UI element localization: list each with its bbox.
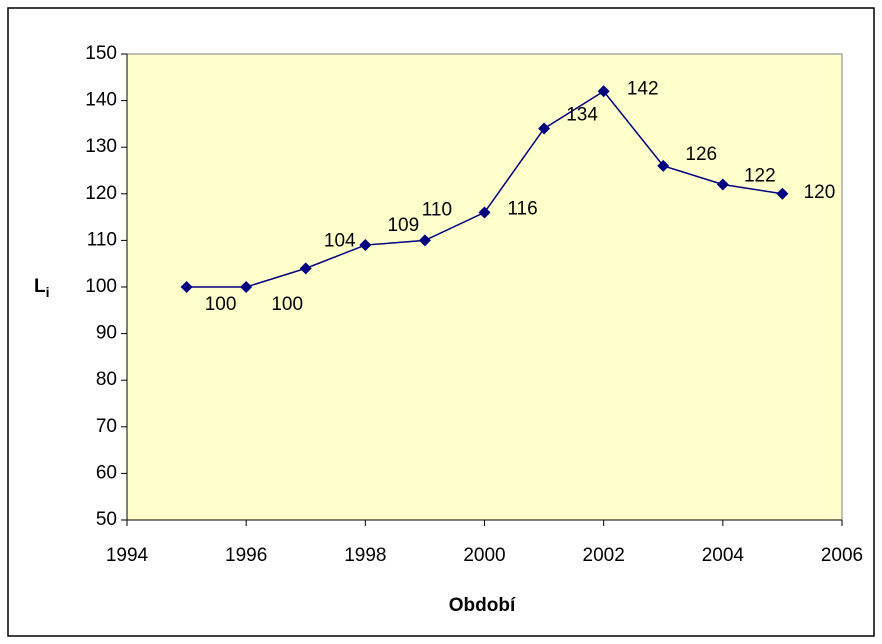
marker [478, 206, 491, 219]
x-tick-label: 1994 [106, 545, 149, 566]
y-tick-label: 90 [96, 323, 117, 344]
y-tick-label: 140 [85, 90, 117, 111]
y-tick-label: 70 [96, 416, 117, 437]
y-tick-label: 150 [85, 43, 117, 64]
data-label: 134 [566, 105, 598, 126]
marker [240, 281, 253, 293]
marker [180, 281, 193, 293]
marker [657, 159, 670, 172]
x-tick-label: 1996 [225, 545, 267, 566]
marker [418, 234, 431, 247]
x-tick-label: 1998 [344, 545, 386, 566]
marker [597, 85, 610, 98]
data-label: 104 [324, 230, 356, 251]
x-tick-label: 2006 [821, 545, 863, 566]
marker [538, 122, 551, 135]
y-tick-label: 50 [96, 509, 117, 530]
marker [776, 187, 789, 200]
data-label: 110 [422, 199, 452, 220]
y-tick-label: 110 [87, 229, 117, 250]
data-label: 100 [205, 294, 237, 315]
y-axis-title: Li [34, 276, 50, 300]
y-axis-title-sub: i [46, 284, 50, 300]
x-tick-label: 2002 [583, 545, 625, 566]
data-label: 142 [627, 78, 659, 99]
y-tick-label: 80 [96, 369, 117, 390]
y-tick-label: 60 [96, 462, 117, 483]
data-label: 120 [804, 182, 836, 203]
y-tick-label: 100 [85, 276, 117, 297]
data-label: 122 [744, 165, 776, 186]
y-axis-title-base: L [34, 276, 46, 297]
x-tick-label: 2000 [463, 545, 505, 566]
y-tick-label: 120 [85, 183, 117, 204]
y-tick-label: 130 [85, 136, 117, 157]
marker [299, 262, 312, 275]
data-label: 109 [387, 215, 419, 236]
data-label: 100 [271, 294, 303, 315]
data-label: 116 [507, 198, 537, 219]
marker [359, 239, 372, 252]
x-tick-label: 2004 [702, 545, 745, 566]
marker [716, 178, 729, 191]
data-label: 126 [685, 144, 717, 165]
x-axis-title: Období [449, 595, 516, 616]
